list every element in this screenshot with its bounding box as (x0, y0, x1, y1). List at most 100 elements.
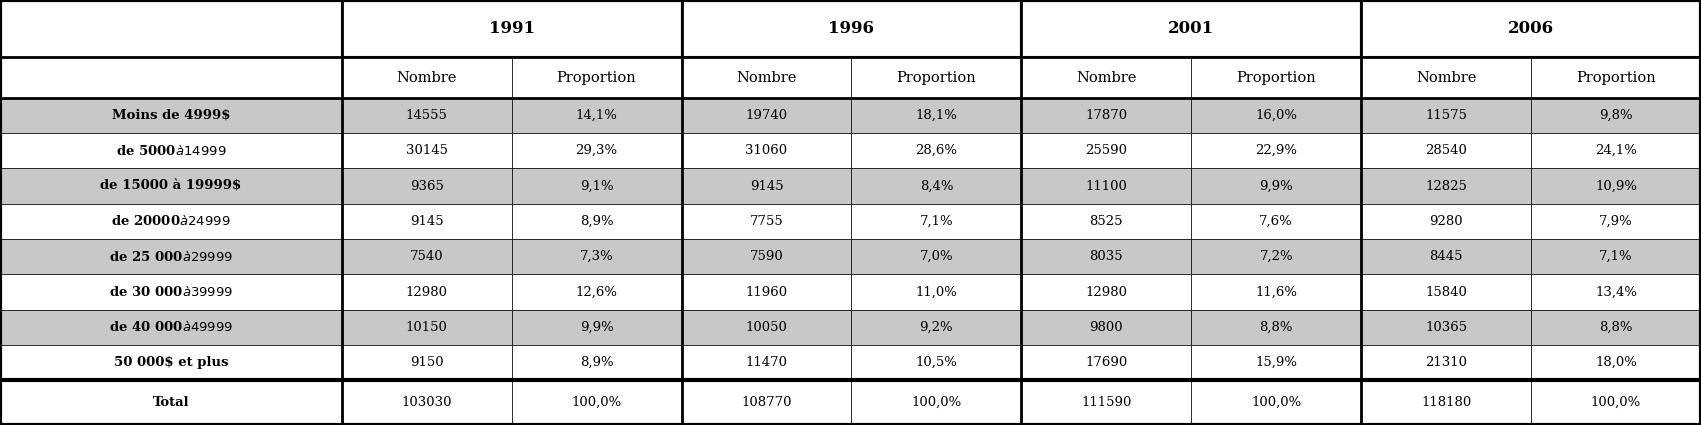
Bar (1191, 310, 1361, 345)
Bar (1021, 168, 1191, 204)
Bar (852, 98, 1021, 133)
Text: 31060: 31060 (745, 144, 788, 157)
Text: 10050: 10050 (745, 321, 788, 334)
Text: 9145: 9145 (750, 180, 782, 193)
Text: 28540: 28540 (1425, 144, 1466, 157)
Text: 2006: 2006 (1509, 20, 1555, 37)
Bar (512, 239, 682, 275)
Text: Nombre: Nombre (396, 71, 458, 85)
Text: 10,9%: 10,9% (1596, 180, 1636, 193)
Bar (1361, 345, 1531, 380)
Text: 108770: 108770 (742, 396, 791, 409)
Text: 17870: 17870 (1085, 109, 1128, 122)
Bar (0, 98, 342, 133)
Bar (682, 310, 852, 345)
Text: 15,9%: 15,9% (1255, 356, 1298, 369)
Bar (852, 275, 1021, 310)
Text: 9,2%: 9,2% (920, 321, 953, 334)
Text: Total: Total (153, 396, 189, 409)
Bar (682, 98, 852, 133)
Bar (1191, 204, 1361, 239)
Bar (0, 133, 342, 168)
Bar (1361, 239, 1531, 275)
Text: 10,5%: 10,5% (915, 356, 958, 369)
Bar (1191, 275, 1361, 310)
Bar (1021, 57, 1191, 98)
Text: 7,6%: 7,6% (1259, 215, 1293, 228)
Bar (1361, 380, 1531, 425)
Text: 9150: 9150 (410, 356, 444, 369)
Bar (852, 133, 1021, 168)
Bar (512, 168, 682, 204)
Bar (1021, 380, 1191, 425)
Text: 8035: 8035 (1089, 250, 1123, 263)
Bar (1361, 0, 1701, 57)
Bar (682, 0, 1021, 57)
Text: 18,1%: 18,1% (915, 109, 958, 122)
Bar (1191, 380, 1361, 425)
Bar (512, 133, 682, 168)
Bar (852, 204, 1021, 239)
Text: de 20000$ à 24 999$: de 20000$ à 24 999$ (111, 214, 231, 228)
Text: 12980: 12980 (405, 286, 447, 298)
Bar (682, 57, 852, 98)
Bar (0, 275, 342, 310)
Text: 14,1%: 14,1% (575, 109, 617, 122)
Bar (1191, 168, 1361, 204)
Bar (1531, 345, 1701, 380)
Bar (1361, 168, 1531, 204)
Bar (1021, 345, 1191, 380)
Bar (1191, 133, 1361, 168)
Bar (852, 380, 1021, 425)
Bar (682, 204, 852, 239)
Text: 9145: 9145 (410, 215, 444, 228)
Text: 28,6%: 28,6% (915, 144, 958, 157)
Text: 11960: 11960 (745, 286, 788, 298)
Bar (342, 204, 512, 239)
Bar (1531, 133, 1701, 168)
Text: Proportion: Proportion (1577, 71, 1655, 85)
Bar (342, 380, 512, 425)
Text: 8445: 8445 (1429, 250, 1463, 263)
Text: 11575: 11575 (1425, 109, 1468, 122)
Text: 18,0%: 18,0% (1596, 356, 1636, 369)
Bar (342, 345, 512, 380)
Bar (0, 310, 342, 345)
Bar (1021, 310, 1191, 345)
Text: 19740: 19740 (745, 109, 788, 122)
Text: 9365: 9365 (410, 180, 444, 193)
Text: 100,0%: 100,0% (1590, 396, 1641, 409)
Bar (1361, 275, 1531, 310)
Text: 7540: 7540 (410, 250, 444, 263)
Text: 11,6%: 11,6% (1255, 286, 1298, 298)
Text: 24,1%: 24,1% (1596, 144, 1636, 157)
Text: 29,3%: 29,3% (575, 144, 617, 157)
Text: 7,1%: 7,1% (1599, 250, 1633, 263)
Bar (1531, 204, 1701, 239)
Bar (342, 0, 682, 57)
Bar (1021, 275, 1191, 310)
Bar (1021, 133, 1191, 168)
Bar (1531, 275, 1701, 310)
Bar (512, 204, 682, 239)
Bar (0, 57, 342, 98)
Bar (512, 345, 682, 380)
Text: 13,4%: 13,4% (1596, 286, 1636, 298)
Bar (342, 168, 512, 204)
Text: 8,8%: 8,8% (1259, 321, 1293, 334)
Bar (512, 310, 682, 345)
Text: 9,8%: 9,8% (1599, 109, 1633, 122)
Bar (1361, 310, 1531, 345)
Text: Nombre: Nombre (1077, 71, 1136, 85)
Text: 7,1%: 7,1% (920, 215, 953, 228)
Bar (342, 275, 512, 310)
Text: 2001: 2001 (1169, 20, 1215, 37)
Bar (0, 0, 342, 57)
Text: 9,1%: 9,1% (580, 180, 614, 193)
Text: 103030: 103030 (401, 396, 452, 409)
Bar (1021, 204, 1191, 239)
Text: 15840: 15840 (1425, 286, 1466, 298)
Text: 12980: 12980 (1085, 286, 1128, 298)
Bar (0, 380, 342, 425)
Bar (1531, 98, 1701, 133)
